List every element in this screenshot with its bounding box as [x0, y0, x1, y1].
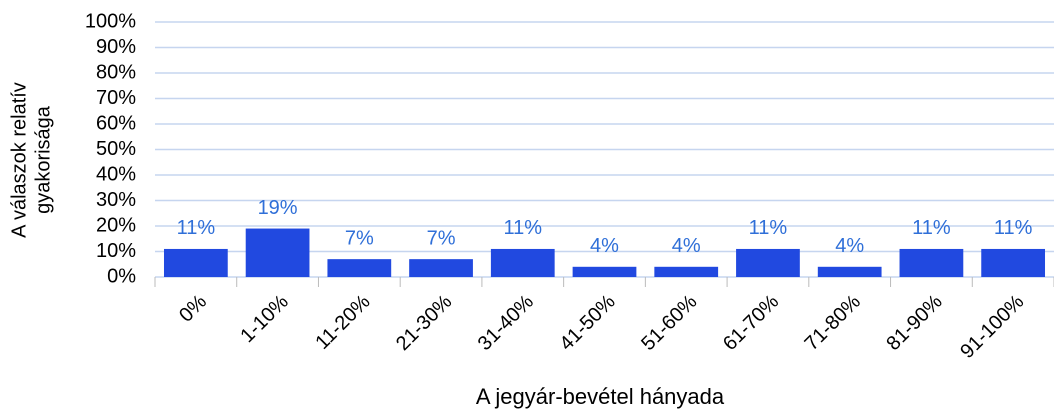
y-tick-label: 20% [96, 214, 136, 236]
x-axis-label: A jegyár-bevétel hányada [476, 384, 725, 409]
x-tick-label: 1-10% [236, 291, 293, 348]
x-tick-label: 71-80% [801, 291, 865, 355]
bar [817, 266, 882, 277]
x-tick-label: 41-50% [555, 291, 619, 355]
bar [409, 259, 473, 277]
y-tick-label: 60% [96, 112, 136, 134]
x-tick-label: 11-20% [311, 291, 374, 354]
y-tick-label: 50% [96, 138, 136, 160]
y-tick-label: 90% [96, 36, 136, 58]
y-tick-label: 0% [107, 265, 136, 287]
x-tick-label: 51-60% [637, 291, 701, 355]
x-tick-label: 0% [175, 291, 211, 327]
value-label: 11% [503, 217, 542, 239]
value-label: 11% [177, 217, 216, 239]
y-tick-label: 40% [96, 163, 136, 185]
value-label: 4% [672, 235, 701, 257]
value-label: 7% [345, 227, 374, 249]
bar [490, 248, 555, 277]
y-tick-label: 30% [96, 189, 136, 211]
x-tick-label: 91-100% [956, 291, 1028, 363]
value-label: 4% [835, 235, 864, 257]
bar [163, 248, 228, 277]
bar [654, 266, 719, 277]
y-tick-label: 10% [96, 240, 136, 262]
bar [981, 248, 1046, 277]
y-axis-label: gyakorisága [32, 105, 54, 214]
value-label: 11% [912, 217, 951, 239]
bar [327, 259, 392, 277]
x-tick-label: 21-30% [392, 291, 456, 355]
value-label: 4% [590, 235, 619, 257]
value-label: 19% [258, 197, 298, 219]
value-label: 11% [749, 217, 788, 239]
y-axis-label: A válaszok relatív [8, 82, 30, 238]
x-tick-label: 61-70% [719, 291, 783, 355]
bar [736, 248, 800, 277]
x-tick-label: 81-90% [882, 291, 946, 355]
value-label: 7% [427, 227, 456, 249]
bar [245, 228, 310, 277]
value-label: 11% [994, 217, 1033, 239]
x-tick-label: 31-40% [474, 291, 538, 355]
bar [899, 248, 964, 277]
bar [572, 266, 637, 277]
y-tick-label: 100% [85, 10, 136, 32]
y-tick-label: 80% [96, 61, 136, 83]
y-tick-label: 70% [96, 87, 136, 109]
